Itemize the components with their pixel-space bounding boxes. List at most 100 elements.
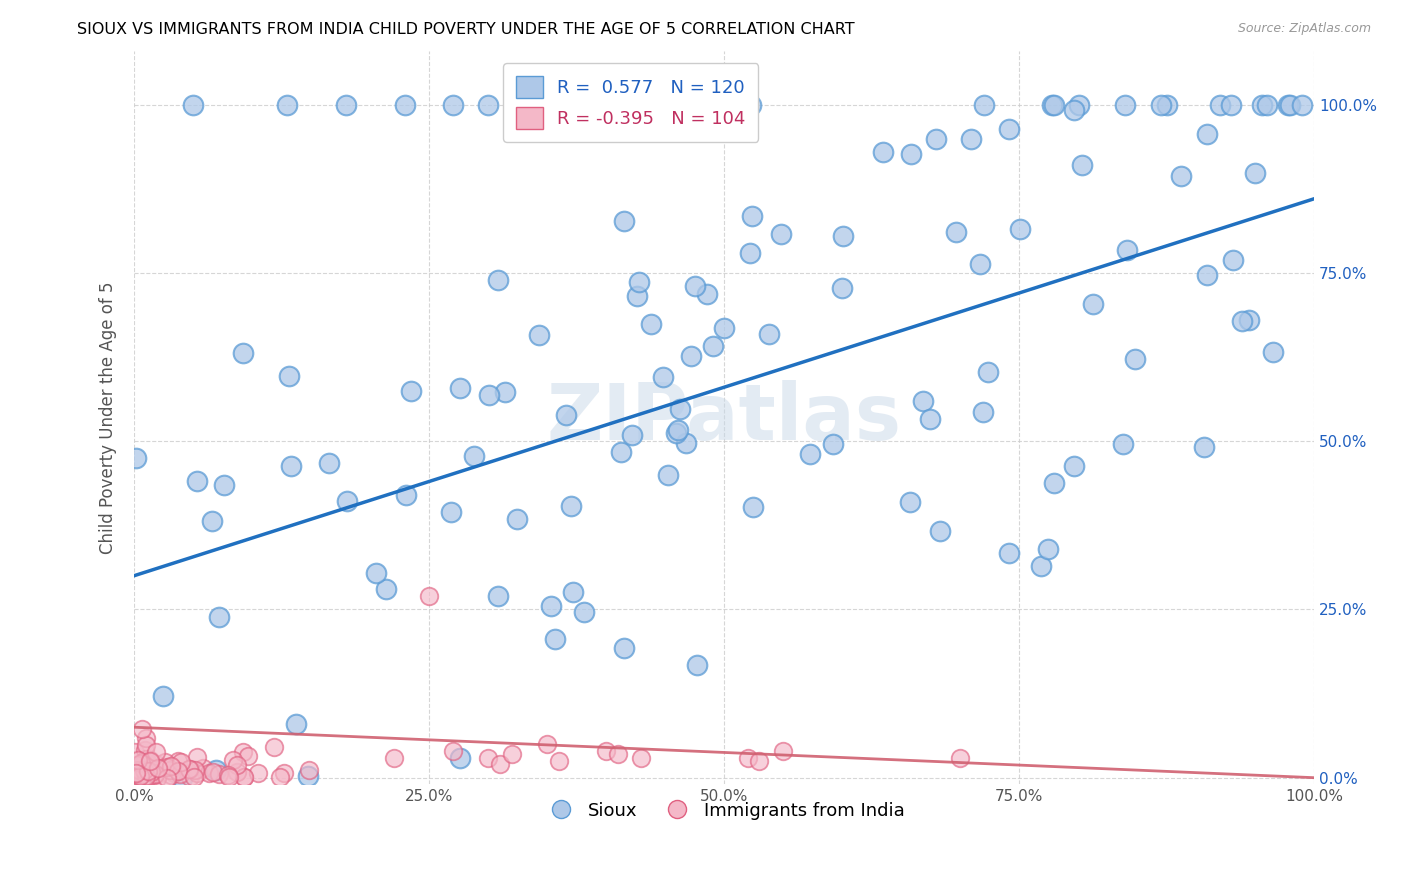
Point xyxy=(1038,541,1060,556)
Point xyxy=(928,524,950,538)
Point xyxy=(554,408,576,422)
Point xyxy=(969,257,991,271)
Point xyxy=(1067,97,1090,112)
Point xyxy=(1222,253,1244,268)
Point xyxy=(799,447,821,461)
Point xyxy=(651,370,673,384)
Point xyxy=(132,757,155,772)
Point xyxy=(336,493,359,508)
Point xyxy=(1043,97,1066,112)
Point xyxy=(770,227,793,242)
Point xyxy=(595,744,617,758)
Point xyxy=(489,757,512,772)
Point xyxy=(208,610,231,624)
Text: ZIPatlas: ZIPatlas xyxy=(547,380,901,456)
Point xyxy=(159,768,181,782)
Point xyxy=(572,605,595,619)
Point xyxy=(630,750,652,764)
Point xyxy=(1192,440,1215,454)
Point xyxy=(977,365,1000,379)
Point xyxy=(212,477,235,491)
Point xyxy=(1063,103,1085,117)
Point xyxy=(823,437,845,451)
Point xyxy=(198,766,221,780)
Point xyxy=(183,771,205,785)
Point xyxy=(606,747,628,761)
Point xyxy=(441,744,464,758)
Point xyxy=(610,445,633,459)
Point xyxy=(613,641,636,656)
Point xyxy=(626,289,648,303)
Point xyxy=(449,381,471,395)
Point xyxy=(201,514,224,528)
Point xyxy=(193,761,215,775)
Point xyxy=(131,756,153,771)
Point xyxy=(146,766,169,780)
Point xyxy=(997,546,1019,560)
Point xyxy=(232,770,254,784)
Point xyxy=(143,765,166,780)
Point xyxy=(418,589,440,603)
Point xyxy=(1112,436,1135,450)
Point xyxy=(1071,157,1094,171)
Point xyxy=(273,765,295,780)
Point xyxy=(394,97,416,112)
Point xyxy=(395,487,418,501)
Point xyxy=(232,346,254,360)
Point xyxy=(1123,352,1146,367)
Point xyxy=(236,748,259,763)
Y-axis label: Child Poverty Under the Age of 5: Child Poverty Under the Age of 5 xyxy=(100,281,117,554)
Point xyxy=(143,767,166,781)
Point xyxy=(669,402,692,417)
Point xyxy=(1156,97,1178,112)
Point xyxy=(494,384,516,399)
Point xyxy=(1043,476,1066,491)
Point xyxy=(1150,97,1173,112)
Point xyxy=(128,764,150,778)
Point xyxy=(945,225,967,239)
Point xyxy=(1256,97,1278,112)
Point xyxy=(741,209,763,223)
Point xyxy=(128,767,150,781)
Point xyxy=(226,757,249,772)
Point xyxy=(127,768,149,782)
Point xyxy=(156,771,179,785)
Point xyxy=(276,97,298,112)
Point xyxy=(135,738,157,752)
Point xyxy=(246,765,269,780)
Point xyxy=(714,102,737,116)
Point xyxy=(136,758,159,772)
Point xyxy=(748,754,770,768)
Point xyxy=(741,500,763,515)
Point xyxy=(217,768,239,782)
Point xyxy=(145,757,167,772)
Point xyxy=(297,768,319,782)
Point xyxy=(179,770,201,784)
Point xyxy=(960,132,983,146)
Point xyxy=(613,213,636,227)
Point xyxy=(972,405,994,419)
Point xyxy=(973,97,995,112)
Point xyxy=(169,767,191,781)
Point xyxy=(488,273,510,287)
Point xyxy=(179,762,201,776)
Point xyxy=(685,279,707,293)
Point xyxy=(134,743,156,757)
Point xyxy=(263,740,285,755)
Point xyxy=(686,658,709,673)
Point xyxy=(129,756,152,770)
Point xyxy=(131,723,153,737)
Point xyxy=(1197,268,1219,282)
Point xyxy=(159,763,181,777)
Point xyxy=(772,744,794,758)
Point xyxy=(134,765,156,780)
Point xyxy=(202,764,225,779)
Point xyxy=(364,566,387,581)
Point xyxy=(681,349,703,363)
Point xyxy=(134,771,156,785)
Point xyxy=(167,764,190,779)
Point xyxy=(560,499,582,513)
Point xyxy=(540,599,562,614)
Point xyxy=(129,767,152,781)
Point xyxy=(374,582,396,597)
